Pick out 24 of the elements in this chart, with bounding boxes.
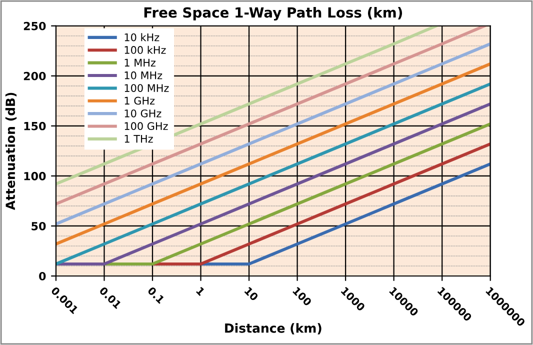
x-tick-label: 1 <box>196 286 206 296</box>
line-series <box>150 142 490 266</box>
y-tick-label: 200 <box>24 72 46 80</box>
legend-label: 100 GHz <box>124 122 168 130</box>
y-tick-label: 50 <box>32 222 46 230</box>
x-tick-label: 10 <box>244 286 259 302</box>
x-tick-label: 0.1 <box>147 286 165 304</box>
legend-label: 100 kHz <box>124 46 166 54</box>
chart-title: Free Space 1-Way Path Loss (km) <box>144 6 402 21</box>
y-tick-label: 0 <box>39 272 46 280</box>
legend-label: 10 kHz <box>124 33 160 42</box>
y-tick-label: 250 <box>24 22 46 30</box>
legend-label: 10 GHz <box>124 109 162 118</box>
legend-label: 10 MHz <box>124 71 162 80</box>
legend-label: 1 GHz <box>124 96 155 105</box>
y-tick-label: 100 <box>24 172 46 180</box>
y-tick-label: 150 <box>24 122 46 130</box>
y-axis-title: Attenuation (dB) <box>5 92 17 210</box>
x-axis-title: Distance (km) <box>225 323 322 334</box>
legend-label: 1 MHz <box>124 58 156 66</box>
line-series <box>199 162 490 266</box>
legend-label: 100 MHz <box>124 84 169 92</box>
line-series <box>102 122 490 266</box>
legend-label: 1 THz <box>124 134 153 143</box>
